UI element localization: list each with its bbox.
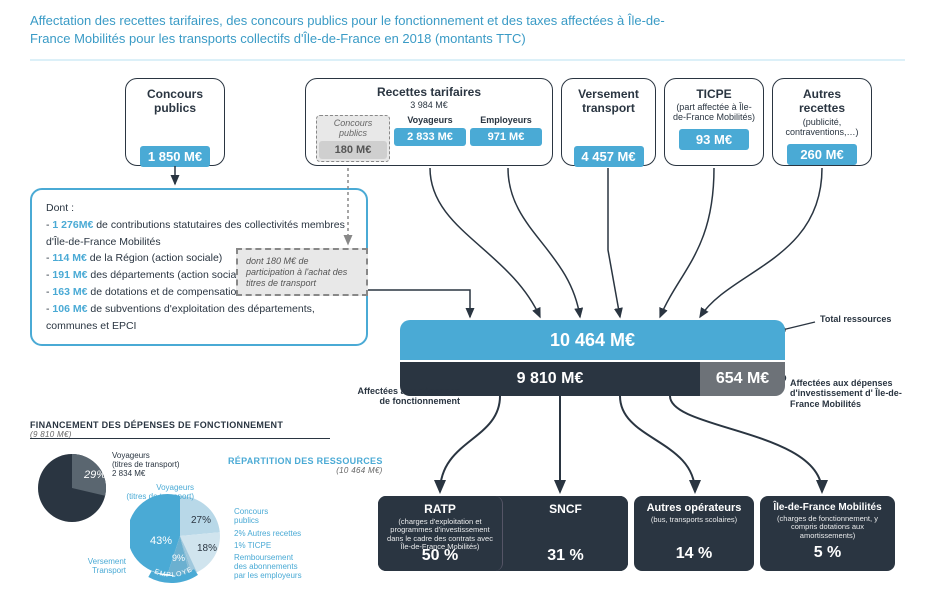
dont-lead: Dont : — [46, 200, 352, 217]
page-title: Affectation des recettes tarifaires, des… — [0, 0, 700, 56]
total-label: Total ressources — [820, 314, 891, 324]
svg-text:9%: 9% — [172, 553, 185, 563]
pie-res-concours: Concourspublics — [234, 508, 268, 526]
box-value: 1 850 M€ — [140, 146, 210, 167]
total-resources-bar: 10 464 M€ — [400, 320, 785, 360]
box-value: 260 M€ — [787, 144, 857, 165]
box-sub: (part affectée à Île-de-France Mobilités… — [671, 103, 757, 123]
operators-row: RATP (charges d'exploitation et programm… — [378, 496, 895, 571]
svg-text:18%: 18% — [197, 543, 217, 554]
split-investissement: 654 M€ — [700, 362, 785, 396]
box-title: Versement transport — [568, 87, 649, 116]
pie-fonctionnement: 29% — [32, 448, 112, 528]
pie-res-remb: Remboursementdes abonnementspar les empl… — [234, 554, 334, 580]
op-sncf: SNCF 31 % — [503, 496, 628, 571]
pie-fonc-title: FINANCEMENT DES DÉPENSES DE FONCTIONNEME… — [30, 420, 283, 439]
box-title: TICPE — [671, 87, 757, 101]
pie-res-ticpe: 1% TICPE — [234, 542, 271, 551]
box-value: 4 457 M€ — [574, 146, 644, 167]
op-ratp: RATP (charges d'exploitation et programm… — [378, 496, 503, 571]
label-investissement: Affectées aux dépenses d'investissement … — [790, 378, 910, 409]
label-fonctionnement: Affectées aux dépenses de fonctionnement — [350, 386, 460, 407]
dont-item: - 1 276M€ de contributions statutaires d… — [46, 217, 352, 251]
box-subtitle: 3 984 M€ — [312, 101, 546, 111]
pie-res-vt: VersementTransport — [72, 558, 126, 576]
box-title: Autres recettes — [779, 87, 865, 116]
box-value: 93 M€ — [679, 129, 749, 150]
svg-text:43%: 43% — [150, 535, 172, 547]
box-concours-publics: Concours publics 1 850 M€ — [125, 78, 225, 166]
pie-ressources: 27% 18% 9% 43% EMPLOYEURS — [130, 488, 230, 588]
op-autres: Autres opérateurs (bus, transports scola… — [634, 496, 754, 571]
box-recettes-tarifaires: Recettes tarifaires 3 984 M€ Concours pu… — [305, 78, 553, 166]
box-sub: (publicité, contraventions,…) — [779, 118, 865, 138]
subcell-employeurs: Employeurs 971 M€ — [470, 115, 542, 162]
box-title: Recettes tarifaires — [312, 85, 546, 99]
dont-item: - 106 M€ de subventions d'exploitation d… — [46, 301, 352, 335]
box-ticpe: TICPE (part affectée à Île-de-France Mob… — [664, 78, 764, 166]
svg-text:27%: 27% — [191, 515, 211, 526]
box-title: Concours publics — [132, 87, 218, 116]
op-idfm: Île-de-France Mobilités (charges de fonc… — [760, 496, 895, 571]
subcell-voyageurs: Voyageurs 2 833 M€ — [394, 115, 466, 162]
box-versement-transport: Versement transport 4 457 M€ — [561, 78, 656, 166]
box-autres-recettes: Autres recettes (publicité, contraventio… — [772, 78, 872, 166]
pie-res-title: RÉPARTITION DES RESSOURCES (10 464 M€) — [228, 456, 383, 475]
subcell-concours: Concours publics 180 M€ — [316, 115, 390, 162]
pie-res-voy: Voyageurs(titres de transport) — [116, 484, 194, 502]
recettes-subcells: Concours publics 180 M€ Voyageurs 2 833 … — [312, 115, 546, 162]
pie-fonc-label1: Voyageurs(titres de transport)2 834 M€ — [112, 452, 202, 478]
pie-slice-label: 29% — [83, 469, 106, 481]
note-180m: dont 180 M€ de participation à l'achat d… — [236, 248, 368, 296]
pie-res-autres: 2% Autres recettes — [234, 530, 301, 539]
total-value: 10 464 M€ — [550, 330, 635, 351]
